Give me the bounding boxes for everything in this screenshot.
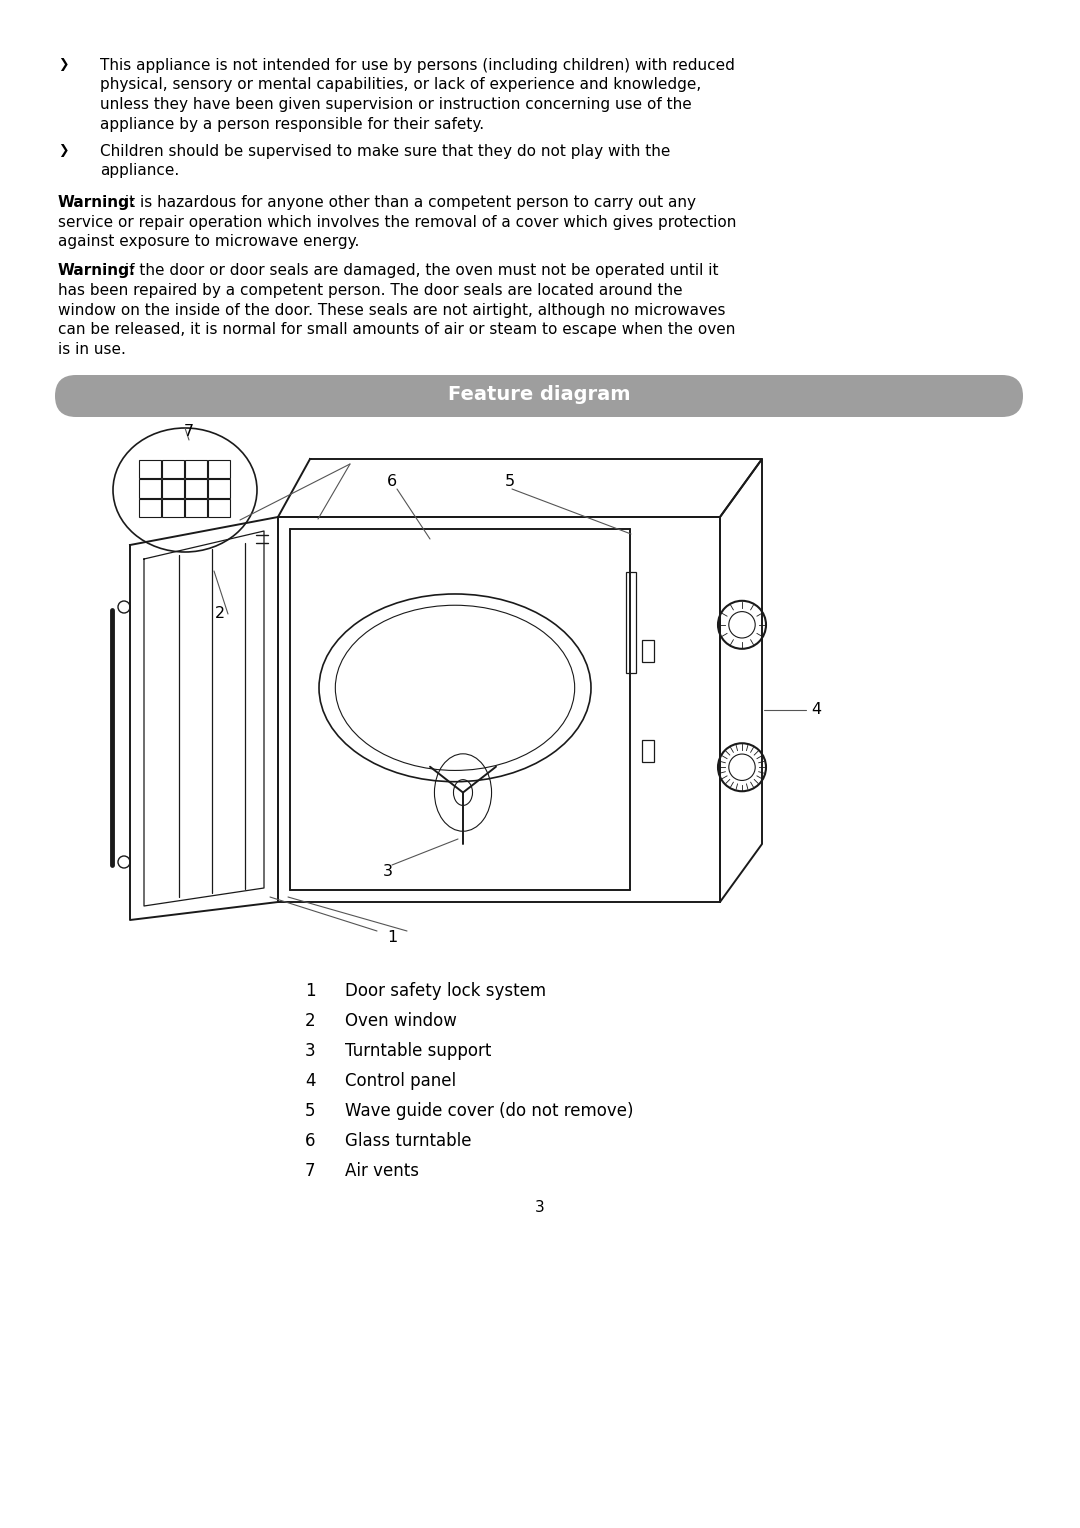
Text: appliance by a person responsible for their safety.: appliance by a person responsible for th… (100, 116, 484, 131)
Text: Warning:: Warning: (58, 196, 136, 209)
Text: 1: 1 (387, 929, 397, 944)
FancyBboxPatch shape (55, 374, 1023, 417)
Bar (139, 480, 161, 498)
Bar (642, 640, 654, 662)
Bar (626, 573, 636, 674)
Text: appliance.: appliance. (100, 163, 179, 179)
Text: against exposure to microwave energy.: against exposure to microwave energy. (58, 234, 360, 249)
Text: is in use.: is in use. (58, 341, 126, 356)
Text: Glass turntable: Glass turntable (345, 1132, 472, 1151)
Bar (185, 460, 207, 478)
Text: 3: 3 (305, 1042, 315, 1060)
Text: service or repair operation which involves the removal of a cover which gives pr: service or repair operation which involv… (58, 214, 737, 229)
Text: 5: 5 (505, 475, 515, 489)
Text: physical, sensory or mental capabilities, or lack of experience and knowledge,: physical, sensory or mental capabilities… (100, 78, 701, 93)
Text: 3: 3 (383, 865, 393, 880)
Text: if the door or door seals are damaged, the oven must not be operated until it: if the door or door seals are damaged, t… (120, 263, 718, 278)
Text: 2: 2 (305, 1012, 315, 1030)
Text: ❯: ❯ (58, 144, 68, 157)
Bar (139, 460, 161, 478)
Bar (185, 480, 207, 498)
Text: it is hazardous for anyone other than a competent person to carry out any: it is hazardous for anyone other than a … (120, 196, 696, 209)
Text: Oven window: Oven window (345, 1012, 457, 1030)
Bar (185, 498, 207, 516)
Bar (162, 498, 184, 516)
Text: 2: 2 (215, 607, 225, 622)
Bar (208, 498, 230, 516)
Bar (642, 740, 654, 762)
Text: ❯: ❯ (58, 58, 68, 70)
Text: 1: 1 (305, 983, 315, 999)
Text: unless they have been given supervision or instruction concerning use of the: unless they have been given supervision … (100, 96, 692, 112)
Text: Children should be supervised to make sure that they do not play with the: Children should be supervised to make su… (100, 144, 671, 159)
Text: Door safety lock system: Door safety lock system (345, 983, 546, 999)
Bar (139, 498, 161, 516)
Text: 7: 7 (305, 1161, 315, 1180)
Bar (208, 480, 230, 498)
Text: 4: 4 (305, 1073, 315, 1089)
Text: has been repaired by a competent person. The door seals are located around the: has been repaired by a competent person.… (58, 283, 683, 298)
Text: window on the inside of the door. These seals are not airtight, although no micr: window on the inside of the door. These … (58, 303, 726, 318)
Text: Wave guide cover (do not remove): Wave guide cover (do not remove) (345, 1102, 634, 1120)
Text: 6: 6 (305, 1132, 315, 1151)
Bar (162, 460, 184, 478)
Text: Warning:: Warning: (58, 263, 136, 278)
Text: Turntable support: Turntable support (345, 1042, 491, 1060)
Text: can be released, it is normal for small amounts of air or steam to escape when t: can be released, it is normal for small … (58, 322, 735, 338)
Text: 4: 4 (811, 701, 821, 717)
Text: 7: 7 (184, 425, 194, 440)
Text: This appliance is not intended for use by persons (including children) with redu: This appliance is not intended for use b… (100, 58, 734, 73)
Bar (208, 460, 230, 478)
Text: 5: 5 (305, 1102, 315, 1120)
Text: Control panel: Control panel (345, 1073, 456, 1089)
Text: 3: 3 (535, 1199, 545, 1215)
Text: 6: 6 (387, 475, 397, 489)
Text: Air vents: Air vents (345, 1161, 419, 1180)
Bar (162, 480, 184, 498)
Text: Feature diagram: Feature diagram (448, 385, 631, 405)
